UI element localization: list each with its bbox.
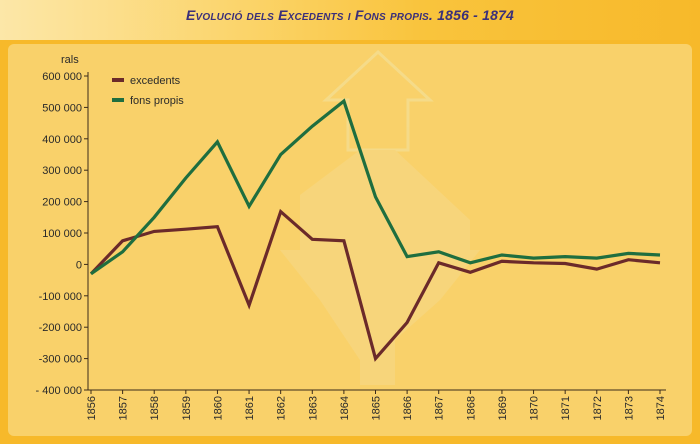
x-tick-label: 1860	[212, 396, 224, 420]
watermark-arrow-icon	[280, 49, 480, 385]
x-tick-label: 1870	[529, 396, 541, 420]
y-tick-label: 200 000	[42, 197, 82, 209]
x-tick-label: 1856	[86, 396, 98, 420]
y-tick-label: 400 000	[42, 134, 82, 146]
y-tick-label: 100 000	[42, 228, 82, 240]
chart-title: Evolució dels Excedents i Fons propis. 1…	[185, 7, 515, 23]
x-axis-ticks: 1856 1857 1858 1859 1860 1861 1862 1863 1864 1865…	[86, 390, 667, 420]
x-tick-label: 1859	[181, 396, 193, 420]
x-tick-label: 1872	[592, 396, 604, 420]
y-tick-label: -100 000	[39, 291, 82, 303]
y-tick-label: 600 000	[42, 71, 82, 83]
x-tick-label: 1874	[655, 396, 667, 420]
y-tick-label: -200 000	[39, 322, 82, 334]
series-lines	[89, 98, 661, 362]
y-tick-label: 0	[76, 259, 82, 271]
x-tick-label: 1861	[244, 396, 256, 420]
x-tick-label: 1871	[560, 396, 572, 420]
x-tick-label: 1873	[623, 396, 635, 420]
axes	[87, 72, 666, 391]
x-tick-label: 1868	[465, 396, 477, 420]
y-tick-label: -300 000	[39, 354, 82, 366]
x-tick-label: 1866	[402, 396, 414, 420]
y-tick-label: 300 000	[42, 165, 82, 177]
x-tick-label: 1858	[149, 396, 161, 420]
y-tick-label: 500 000	[42, 102, 82, 114]
title-band	[0, 0, 700, 40]
x-tick-label: 1865	[371, 396, 383, 420]
y-axis-ticks: 600 000 500 000 400 000 300 000 200 000 100 0…	[36, 71, 88, 397]
legend-label: fons propis	[130, 95, 184, 107]
x-tick-label: 1867	[434, 396, 446, 420]
x-tick-label: 1862	[276, 396, 288, 420]
x-tick-label: 1863	[307, 396, 319, 420]
legend-label: excedents	[130, 75, 181, 87]
x-tick-label: 1857	[118, 396, 130, 420]
legend: excedents fons propis	[112, 75, 184, 107]
x-tick-label: 1869	[497, 396, 509, 420]
y-tick-label: - 400 000	[36, 385, 82, 397]
y-axis-label: rals	[61, 54, 79, 66]
x-tick-label: 1864	[339, 396, 351, 420]
